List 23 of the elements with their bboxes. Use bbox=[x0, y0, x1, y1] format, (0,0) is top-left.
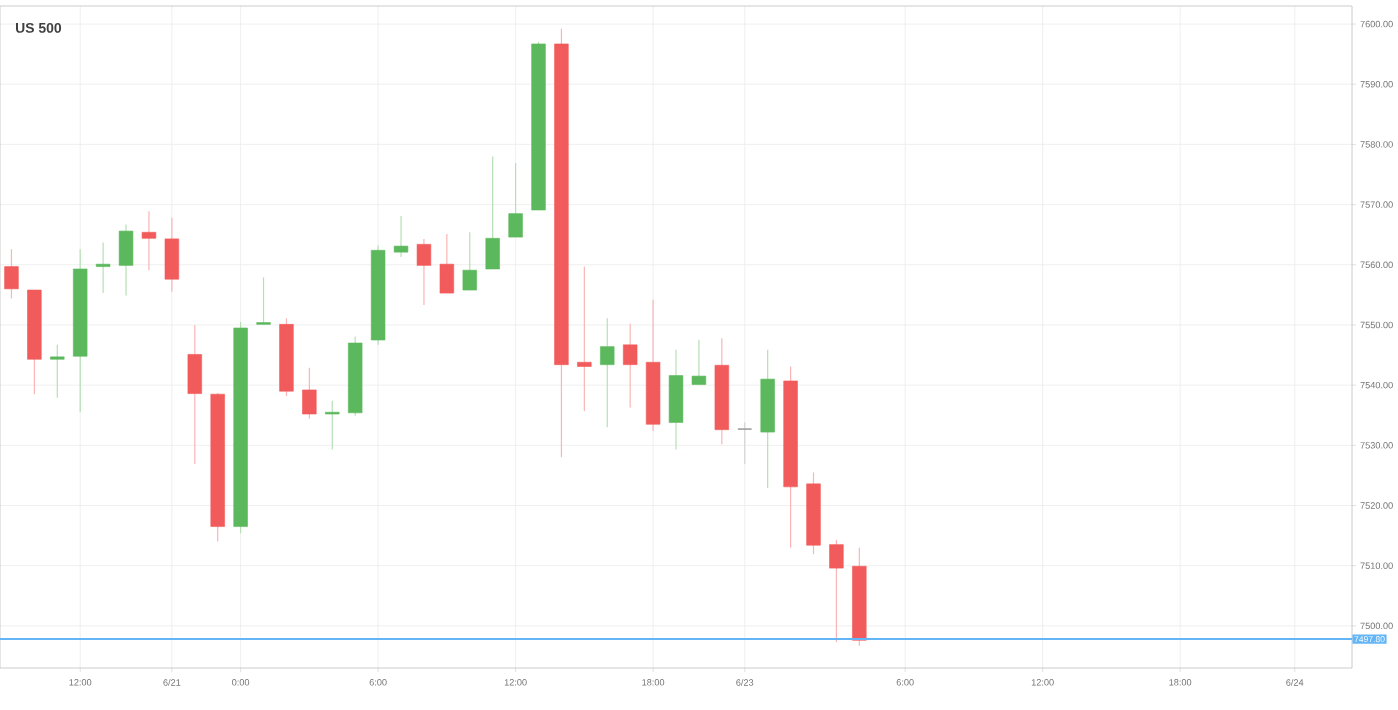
candlestick bbox=[95, 241, 111, 294]
candlestick bbox=[187, 324, 202, 465]
candlestick bbox=[141, 210, 157, 271]
candlestick bbox=[439, 233, 455, 294]
candlestick bbox=[485, 155, 500, 270]
candlestick bbox=[118, 223, 134, 297]
candlestick bbox=[416, 238, 432, 306]
candlestick bbox=[325, 400, 340, 451]
candlestick bbox=[4, 248, 19, 300]
candlestick bbox=[393, 215, 409, 258]
candlestick bbox=[600, 317, 615, 428]
candlestick bbox=[829, 539, 844, 643]
candlestick bbox=[577, 265, 592, 412]
candlestick bbox=[623, 323, 638, 409]
candlestick bbox=[668, 349, 684, 451]
candlestick bbox=[462, 231, 477, 291]
candlestick bbox=[50, 344, 65, 399]
candlestick bbox=[508, 162, 523, 238]
candlestick bbox=[737, 421, 753, 465]
candlestick bbox=[164, 217, 180, 293]
candlestick bbox=[691, 339, 707, 386]
candlestick bbox=[302, 367, 317, 420]
candlestick bbox=[256, 276, 271, 325]
